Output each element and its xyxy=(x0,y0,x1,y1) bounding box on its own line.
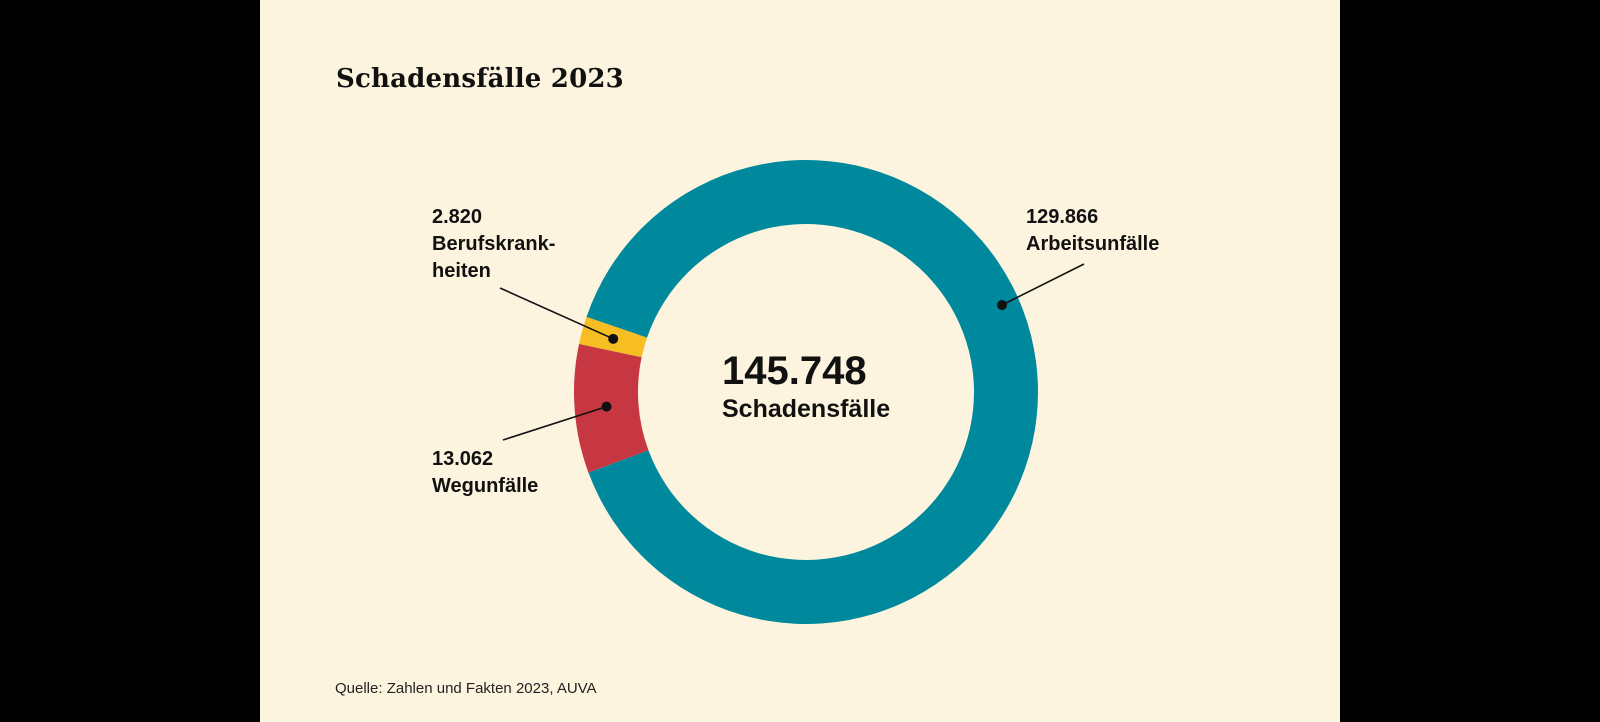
dot-arbeitsunfaelle xyxy=(997,300,1007,310)
label-arbeitsunfaelle: 129.866 Arbeitsunfälle xyxy=(1026,204,1159,258)
category-arbeitsunfaelle: Arbeitsunfälle xyxy=(1026,233,1160,255)
center-total: 145.748 Schadensfälle xyxy=(722,348,890,424)
value-berufskrankheiten: 2.820 xyxy=(432,206,483,228)
leader-berufskrankheiten xyxy=(499,287,614,340)
chart-title: Schadensfälle 2023 xyxy=(336,64,624,94)
total-caption: Schadensfälle xyxy=(722,395,891,423)
category-wegunfaelle: Wegunfälle xyxy=(432,475,539,497)
dot-berufskrankheiten xyxy=(608,333,619,344)
category-berufskrankheiten-line1: Berufskrank- xyxy=(432,233,556,255)
leader-wegunfaelle xyxy=(502,405,607,441)
label-berufskrankheiten: 2.820 Berufskrank- heiten xyxy=(432,204,555,285)
value-arbeitsunfaelle: 129.866 xyxy=(1026,206,1099,228)
leader-arbeitsunfaelle xyxy=(1001,263,1085,306)
source-note: Quelle: Zahlen und Fakten 2023, AUVA xyxy=(335,680,597,697)
chart-panel: Schadensfälle 2023 2.820 Berufskrank- he… xyxy=(260,0,1340,722)
dot-wegunfaelle xyxy=(601,401,612,412)
value-wegunfaelle: 13.062 xyxy=(432,448,494,470)
category-berufskrankheiten-line2: heiten xyxy=(432,260,491,282)
donut-chart xyxy=(499,160,1085,625)
label-wegunfaelle: 13.062 Wegunfälle xyxy=(432,446,538,500)
total-value: 145.748 xyxy=(722,349,867,393)
